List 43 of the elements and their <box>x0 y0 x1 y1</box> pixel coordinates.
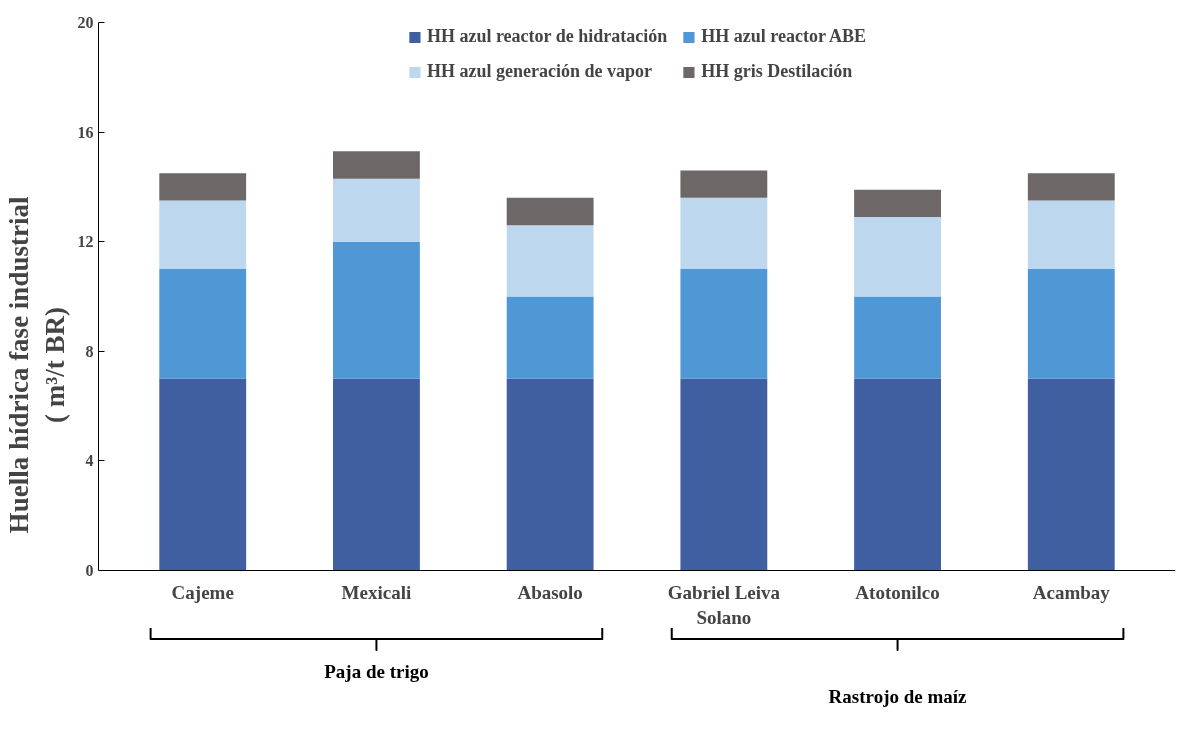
bar <box>333 178 420 242</box>
y-tick-label: 4 <box>85 452 94 470</box>
bar <box>506 378 594 571</box>
bar <box>1027 378 1115 571</box>
bar <box>854 217 941 297</box>
x-tick-label: Abasolo <box>517 581 583 603</box>
y-tick-label: 8 <box>85 342 94 360</box>
x-tick-label: Acambay <box>1032 581 1111 603</box>
bar <box>1027 200 1115 270</box>
bar <box>506 225 594 297</box>
bar <box>506 197 594 226</box>
bar <box>159 173 247 201</box>
legend-label: HH azul reactor de hidratación <box>426 26 668 47</box>
bar <box>333 151 420 179</box>
bar <box>1027 269 1115 379</box>
bar <box>680 378 768 571</box>
bar <box>159 378 247 571</box>
bar <box>159 269 247 379</box>
bar <box>333 378 420 571</box>
legend-label: HH gris Destilación <box>701 61 853 82</box>
text: Paja de trigo <box>324 661 429 683</box>
x-tick-label: Atotonilco <box>855 581 940 603</box>
y-tick-label: 20 <box>77 14 94 31</box>
text: Rastrojo de maíz <box>828 686 968 708</box>
x-tick-label: Mexicali <box>341 581 412 603</box>
x-tick-label: Cajeme <box>171 581 234 603</box>
bar <box>854 296 941 379</box>
legend-label: HH azul reactor ABE <box>701 26 867 47</box>
y-axis-title: Huella hídrica fase industrial ( m³/t BR) <box>3 196 70 534</box>
y-tick-label: 16 <box>77 123 94 141</box>
bar <box>333 241 420 379</box>
bar <box>159 200 247 270</box>
y-tick-label: 12 <box>77 233 94 251</box>
bar <box>854 378 941 571</box>
bar <box>506 296 594 379</box>
x-tick-label: Gabriel Leiva Solano <box>667 581 781 628</box>
bar <box>680 269 768 379</box>
bar <box>854 189 941 218</box>
y-tick-label: 0 <box>85 562 94 579</box>
legend-label: HH azul generación de vapor <box>426 61 652 82</box>
bar <box>680 170 768 198</box>
bar <box>1027 173 1115 201</box>
bar <box>680 197 768 270</box>
